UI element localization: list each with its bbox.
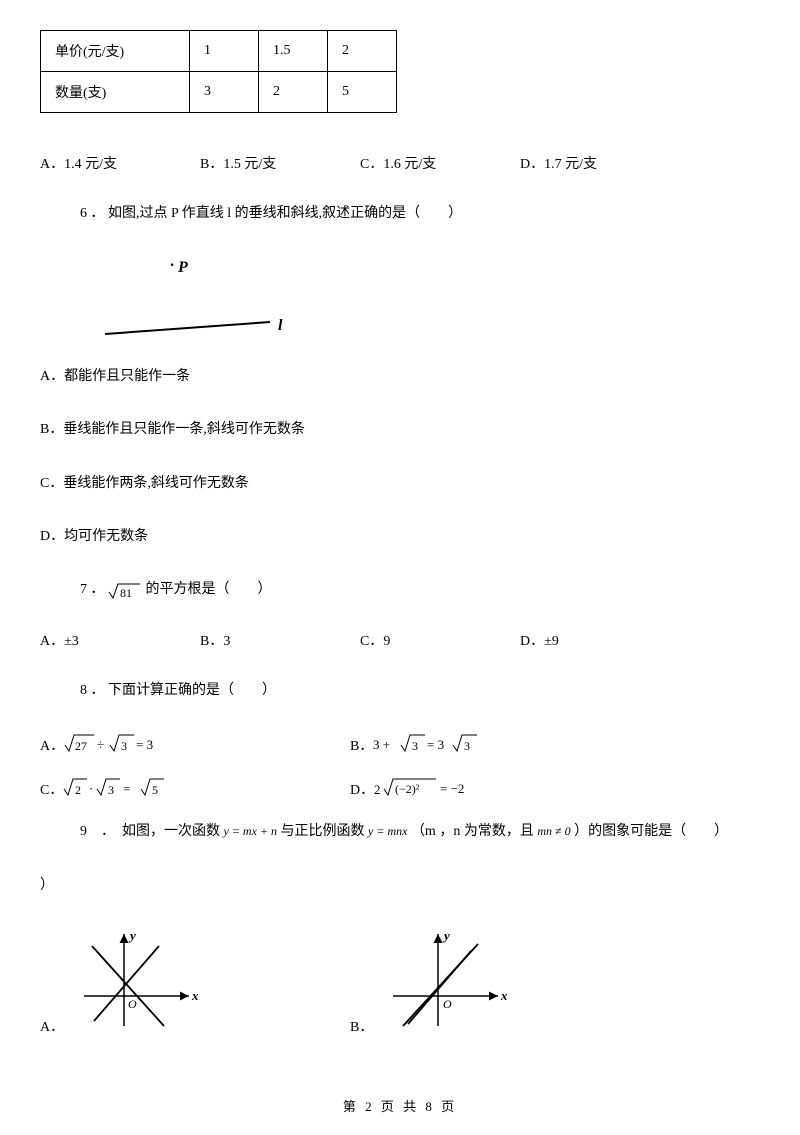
svg-text:3: 3 — [412, 739, 418, 753]
table-row: 数量(支) 3 2 5 — [41, 72, 397, 113]
page-content: 单价(元/支) 1 1.5 2 数量(支) 3 2 5 A．1.4 元/支 B．… — [0, 0, 800, 1135]
expr-2sqrt-neg2-sq: 2 (−2)² = −2 — [374, 775, 514, 799]
page-footer: 第 2 页 共 8 页 — [40, 1096, 760, 1115]
option-d: D．1.7 元/支 — [520, 153, 680, 173]
svg-text:y: y — [128, 928, 136, 943]
sqrt-81: 81 — [108, 580, 142, 600]
label: A． — [40, 735, 64, 755]
svg-text:·: · — [89, 781, 93, 796]
svg-text:2: 2 — [374, 782, 381, 797]
svg-text:(−2)²: (−2)² — [395, 782, 420, 796]
label: B． — [350, 735, 373, 755]
q7-stem: 7 ． 81 的平方根是（ ） — [40, 577, 760, 602]
cell-quantity-label: 数量(支) — [41, 72, 190, 113]
q8-row2: C． 2 · 3 = 5 D． 2 (−2)² = −2 — [40, 775, 760, 799]
point-p-label: P — [177, 259, 188, 276]
q7-suffix: 的平方根是（ ） — [146, 582, 272, 597]
cell: 1.5 — [259, 31, 328, 72]
line-point-diagram: · P l — [100, 254, 300, 344]
q6-option-d: D．均可作无数条 — [40, 524, 760, 549]
svg-text:= 3: = 3 — [427, 737, 444, 752]
q5-options: A．1.4 元/支 B．1.5 元/支 C．1.6 元/支 D．1.7 元/支 — [40, 153, 760, 173]
svg-text:3 +: 3 + — [373, 737, 390, 752]
q6-option-b: B．垂线能作且只能作一条,斜线可作无数条 — [40, 417, 760, 442]
label: C． — [40, 779, 63, 799]
svg-text:27: 27 — [75, 739, 87, 753]
cell: 2 — [328, 31, 397, 72]
svg-text:÷: ÷ — [97, 737, 104, 752]
svg-text:3: 3 — [108, 783, 114, 797]
expr-sqrt2-sqrt3-eq-sqrt5: 2 · 3 = 5 — [63, 775, 193, 799]
svg-text:3: 3 — [121, 739, 127, 753]
q9-eq3: mn ≠ 0 — [537, 824, 570, 838]
option-c: C．9 — [360, 630, 520, 650]
q9-mid2: （m ，n 为常数，且 — [411, 824, 537, 839]
q9-stem: 9 ． 如图，一次函数 y = mx + n 与正比例函数 y = mnx （m… — [40, 819, 760, 844]
q6-option-a: A．都能作且只能作一条 — [40, 364, 760, 389]
option-d: D．±9 — [520, 630, 680, 650]
price-quantity-table: 单价(元/支) 1 1.5 2 数量(支) 3 2 5 — [40, 30, 397, 113]
q8-option-c: C． 2 · 3 = 5 — [40, 775, 350, 799]
q6-option-c: C．垂线能作两条,斜线可作无数条 — [40, 471, 760, 496]
option-a: A．±3 — [40, 630, 200, 650]
cell: 2 — [259, 72, 328, 113]
option-a: A．1.4 元/支 — [40, 153, 200, 173]
q9-eq1: y = mx + n — [224, 824, 278, 838]
q8-option-d: D． 2 (−2)² = −2 — [350, 775, 660, 799]
label: A． — [40, 1016, 64, 1036]
cell: 5 — [328, 72, 397, 113]
q9-suffix: ）的图象可能是（ ） — [574, 824, 728, 839]
option-c: C．1.6 元/支 — [360, 153, 520, 173]
q9-option-b: B． y x O — [350, 926, 660, 1036]
option-b: B．3 — [200, 630, 360, 650]
q7-prefix: 7 ． — [80, 582, 108, 597]
svg-text:x: x — [500, 988, 508, 1003]
point-p-dot: · — [170, 257, 174, 274]
line-l-label: l — [278, 317, 283, 334]
q6-figure: · P l — [100, 254, 760, 344]
q8-row1: A． 27 ÷ 3 = 3 B． 3 + 3 = 3 3 — [40, 731, 760, 755]
label: D． — [350, 779, 374, 799]
svg-text:O: O — [443, 997, 452, 1011]
q9-mid1: 与正比例函数 — [281, 824, 369, 839]
table-row: 单价(元/支) 1 1.5 2 — [41, 31, 397, 72]
svg-text:= −2: = −2 — [440, 781, 464, 796]
cell: 3 — [190, 72, 259, 113]
svg-text:O: O — [128, 997, 137, 1011]
cell: 1 — [190, 31, 259, 72]
q7-options: A．±3 B．3 C．9 D．±9 — [40, 630, 760, 650]
svg-text:= 3: = 3 — [136, 737, 153, 752]
q9-prefix: 9 ． 如图，一次函数 — [80, 824, 224, 839]
expr-3-plus-sqrt3: 3 + 3 = 3 3 — [373, 731, 493, 755]
graph-b: y x O — [373, 926, 513, 1036]
svg-text:=: = — [123, 781, 130, 796]
option-b: B．1.5 元/支 — [200, 153, 360, 173]
line-l — [105, 322, 270, 334]
q8-option-b: B． 3 + 3 = 3 3 — [350, 731, 660, 755]
q9-close-paren: ） — [40, 873, 760, 898]
q9-eq2: y = mnx — [368, 824, 407, 838]
q9-row1: A． y x O B． y x O — [40, 926, 760, 1036]
line2 — [408, 951, 471, 1024]
line1 — [92, 946, 164, 1026]
cell-unit-price-label: 单价(元/支) — [41, 31, 190, 72]
graph-a: y x O — [64, 926, 204, 1036]
q8-stem: 8 ． 下面计算正确的是（ ） — [40, 678, 760, 703]
label: B． — [350, 1016, 373, 1036]
q8-option-a: A． 27 ÷ 3 = 3 — [40, 731, 350, 755]
svg-text:y: y — [442, 928, 450, 943]
svg-text:81: 81 — [120, 586, 132, 600]
q9-option-a: A． y x O — [40, 926, 350, 1036]
expr-sqrt27-div-sqrt3: 27 ÷ 3 = 3 — [64, 731, 184, 755]
svg-text:5: 5 — [152, 783, 158, 797]
svg-text:x: x — [191, 988, 199, 1003]
svg-text:3: 3 — [464, 739, 470, 753]
q6-stem: 6 ． 如图,过点 P 作直线 l 的垂线和斜线,叙述正确的是（ ） — [40, 201, 760, 226]
svg-text:2: 2 — [75, 783, 81, 797]
